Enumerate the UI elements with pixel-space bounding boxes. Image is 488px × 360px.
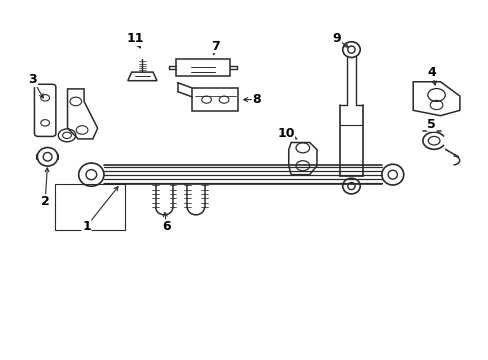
Text: 6: 6: [162, 220, 171, 233]
Text: 3: 3: [29, 73, 37, 86]
Text: 1: 1: [82, 220, 91, 233]
Text: 8: 8: [252, 93, 261, 106]
Text: 5: 5: [427, 118, 435, 131]
Text: 11: 11: [126, 32, 143, 45]
Text: 4: 4: [427, 66, 435, 79]
Text: 2: 2: [41, 195, 49, 208]
Text: 9: 9: [332, 32, 341, 45]
Text: 7: 7: [210, 40, 219, 53]
Text: 10: 10: [277, 127, 294, 140]
